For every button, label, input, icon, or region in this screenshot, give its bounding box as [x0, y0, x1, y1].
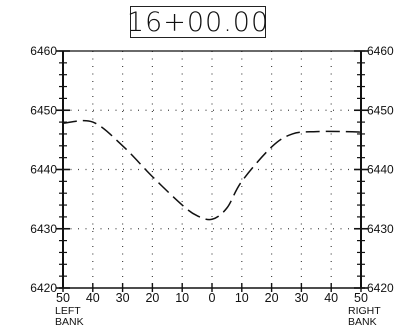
- x-tick-label: 30: [294, 291, 308, 305]
- right-bank-label: BANK: [348, 316, 377, 328]
- x-tick-label: 0: [209, 291, 216, 305]
- x-tick-label: 50: [354, 291, 368, 305]
- y-tick-label-right: 6450: [367, 103, 394, 117]
- y-tick-label-left: 6450: [30, 103, 57, 117]
- y-tick-label-right: 6460: [367, 44, 394, 58]
- x-tick-label: 10: [175, 291, 189, 305]
- ground-profile-line: [62, 119, 362, 221]
- y-tick-label-right: 6430: [367, 222, 394, 236]
- x-tick-label: 40: [324, 291, 338, 305]
- y-tick-label-left: 6420: [30, 281, 57, 295]
- y-tick-label-right: 6420: [367, 281, 394, 295]
- x-tick-label: 30: [116, 291, 130, 305]
- x-tick-label: 20: [145, 291, 159, 305]
- axes: [56, 50, 368, 292]
- station-title: 16+00.00: [126, 6, 270, 38]
- x-tick-label: 20: [265, 291, 279, 305]
- x-tick-label: 40: [86, 291, 100, 305]
- y-tick-label-left: 6440: [30, 163, 57, 177]
- y-tick-label-left: 6430: [30, 222, 57, 236]
- series-layer: [62, 119, 362, 221]
- x-tick-label: 10: [235, 291, 249, 305]
- grid: [63, 51, 361, 288]
- left-bank-label: LEFT: [55, 305, 81, 317]
- left-bank-label: BANK: [55, 316, 84, 328]
- y-tick-label-left: 6460: [30, 44, 57, 58]
- x-tick-label: 50: [56, 291, 70, 305]
- y-tick-label-right: 6440: [367, 163, 394, 177]
- station-title-box: 16+00.00: [126, 6, 270, 38]
- labels-layer: 6420 6420 6430 6430 6440 6440 6450 6450 6460 6460…: [30, 44, 394, 328]
- right-bank-label: RIGHT: [348, 305, 381, 317]
